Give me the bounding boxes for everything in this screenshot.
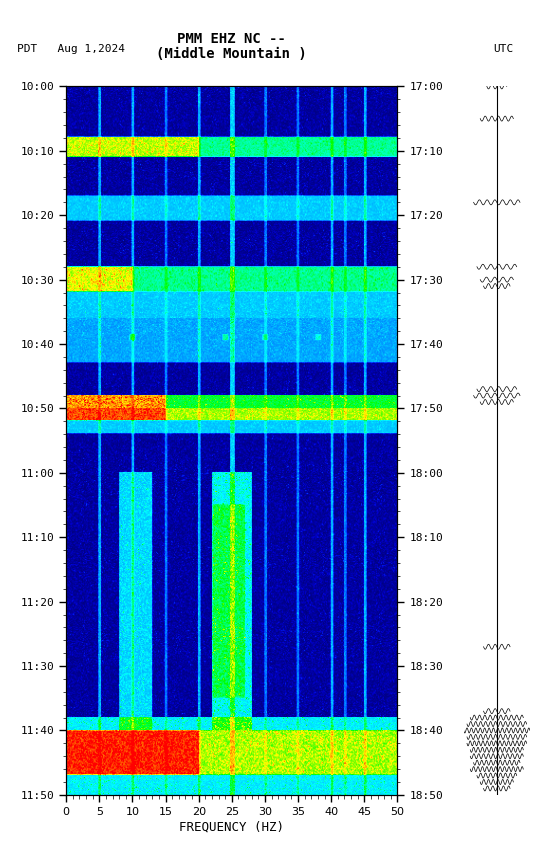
Text: UTC: UTC — [493, 44, 513, 54]
Text: PDT   Aug 1,2024: PDT Aug 1,2024 — [17, 44, 125, 54]
X-axis label: FREQUENCY (HZ): FREQUENCY (HZ) — [179, 821, 284, 834]
Text: (Middle Mountain ): (Middle Mountain ) — [156, 47, 307, 60]
Text: PMM EHZ NC --: PMM EHZ NC -- — [177, 32, 286, 46]
